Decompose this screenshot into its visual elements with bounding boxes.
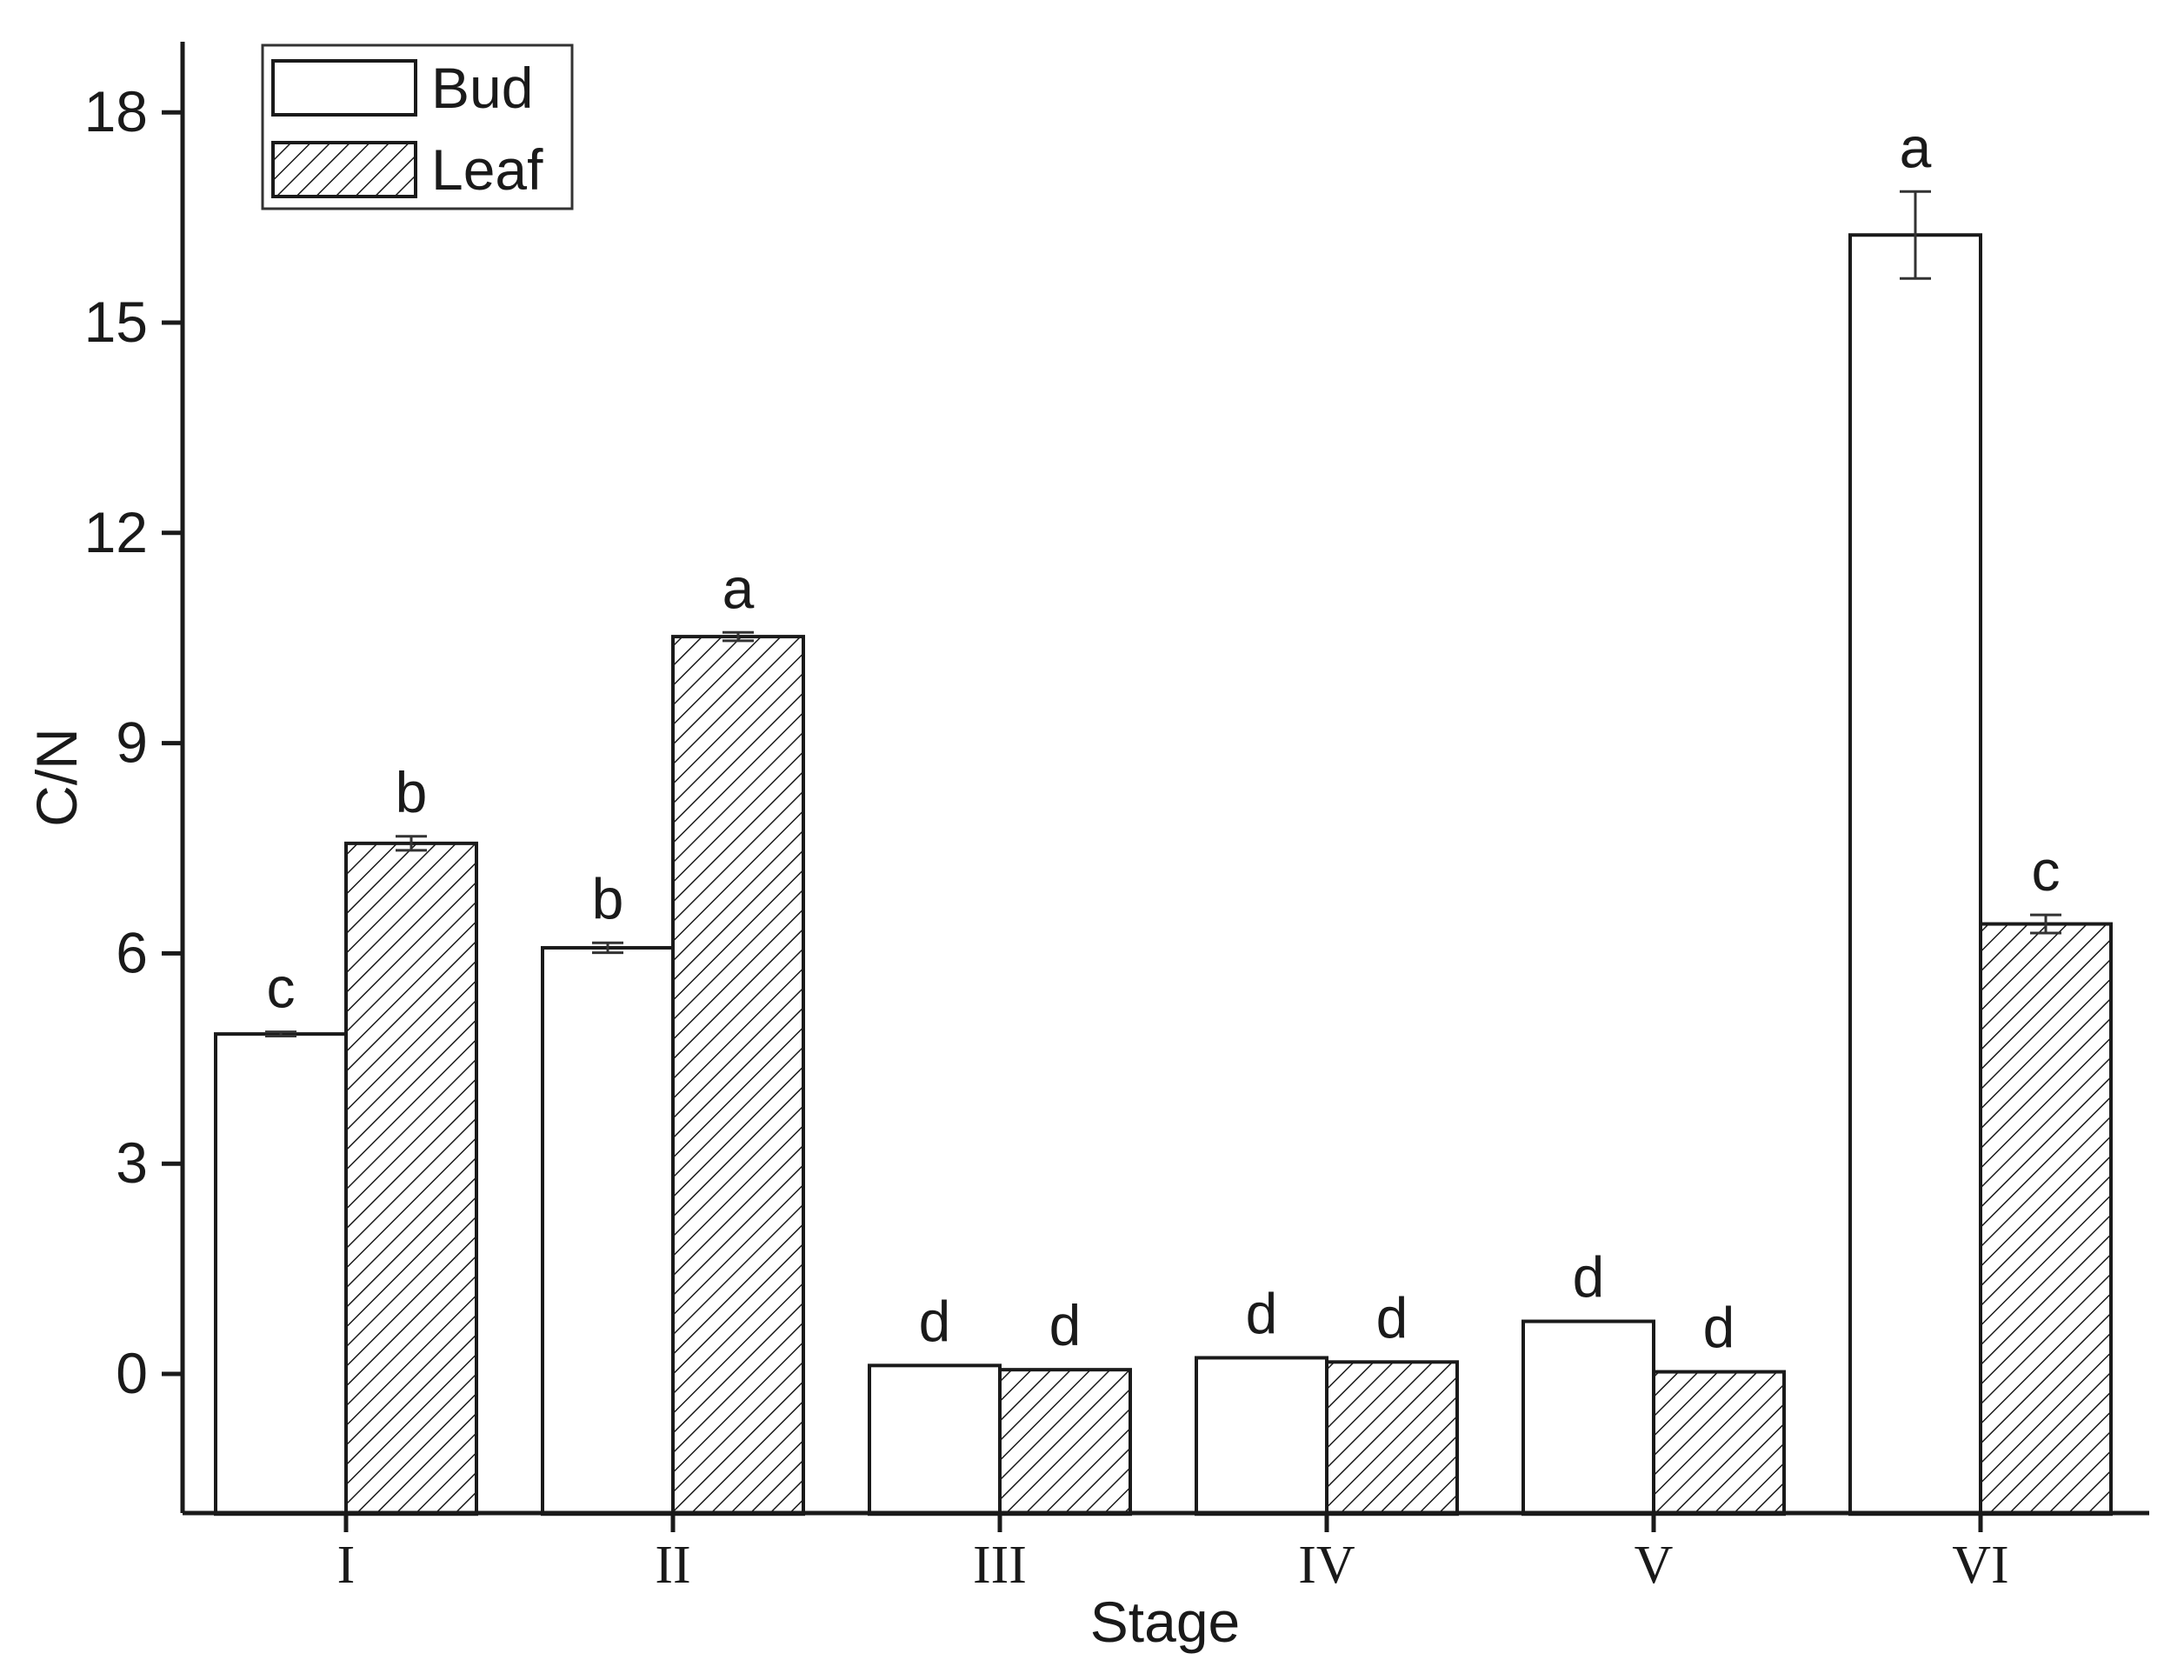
error-bar-bud-vi <box>1900 190 1931 280</box>
bar-bud-i <box>214 1032 348 1517</box>
error-bar-leaf-ii <box>722 630 754 643</box>
axes <box>180 42 2149 1516</box>
bars-layer <box>214 233 2113 1517</box>
significance-label-leaf-i: b <box>396 760 428 824</box>
y-ticks: 0 3 6 9 12 15 18 <box>84 79 183 1405</box>
significance-label-leaf-v: d <box>1703 1296 1735 1360</box>
x-tick-label: VI <box>1952 1536 2008 1595</box>
x-ticks: I II III IV V VI <box>337 1513 2009 1595</box>
error-bar-bud-i <box>265 1030 296 1038</box>
error-bar-bud-ii <box>592 941 623 955</box>
bar-bud-iii <box>868 1363 1002 1517</box>
bar-bud-iv <box>1195 1356 1328 1517</box>
y-tick-label: 6 <box>116 920 148 984</box>
legend-swatch-bud <box>271 59 417 117</box>
significance-label-leaf-iv: d <box>1376 1285 1408 1350</box>
significance-label-bud-vi: a <box>1900 115 1932 179</box>
x-tick-label: III <box>973 1536 1027 1595</box>
bar-leaf-ii <box>671 635 805 1517</box>
significance-label-bud-iii: d <box>919 1289 951 1353</box>
bar-bud-vi <box>1848 233 1982 1517</box>
y-tick-label: 9 <box>116 710 148 775</box>
bar-bud-ii <box>541 945 675 1517</box>
bar-leaf-v <box>1652 1370 1786 1517</box>
y-axis-label: C/N <box>24 728 89 827</box>
significance-label-bud-i: c <box>267 956 296 1020</box>
error-bar-leaf-vi <box>2030 913 2061 935</box>
significance-label-leaf-vi: c <box>2032 838 2061 903</box>
significance-labels-layer: c b b a d d d d d d a c <box>267 115 2061 1359</box>
x-axis-label: Stage <box>1090 1590 1240 1654</box>
bar-bud-v <box>1521 1319 1655 1517</box>
bar-leaf-iv <box>1325 1360 1459 1517</box>
bar-leaf-iii <box>998 1368 1132 1517</box>
x-tick-label: II <box>655 1536 690 1595</box>
x-tick-label: I <box>337 1536 356 1595</box>
y-tick-label: 15 <box>84 290 148 354</box>
y-tick-label: 3 <box>116 1130 148 1195</box>
significance-label-bud-iv: d <box>1246 1281 1278 1345</box>
bar-leaf-i <box>344 841 478 1517</box>
legend: Bud Leaf <box>261 43 574 210</box>
legend-swatch-leaf <box>271 141 417 198</box>
y-tick-label: 12 <box>84 500 148 564</box>
error-bar-leaf-i <box>396 835 427 852</box>
y-tick-label: 0 <box>116 1341 148 1405</box>
significance-label-bud-ii: b <box>592 866 624 930</box>
significance-label-leaf-ii: a <box>722 556 755 620</box>
y-tick-label: 18 <box>84 79 148 143</box>
bar-leaf-vi <box>1979 922 2113 1517</box>
significance-label-bud-v: d <box>1573 1245 1605 1310</box>
x-tick-label: V <box>1635 1536 1674 1595</box>
legend-label-leaf: Leaf <box>431 137 543 202</box>
significance-label-leaf-iii: d <box>1049 1293 1082 1357</box>
legend-label-bud: Bud <box>431 56 533 120</box>
x-tick-label: IV <box>1298 1536 1355 1595</box>
error-bars-layer <box>265 190 2061 1038</box>
